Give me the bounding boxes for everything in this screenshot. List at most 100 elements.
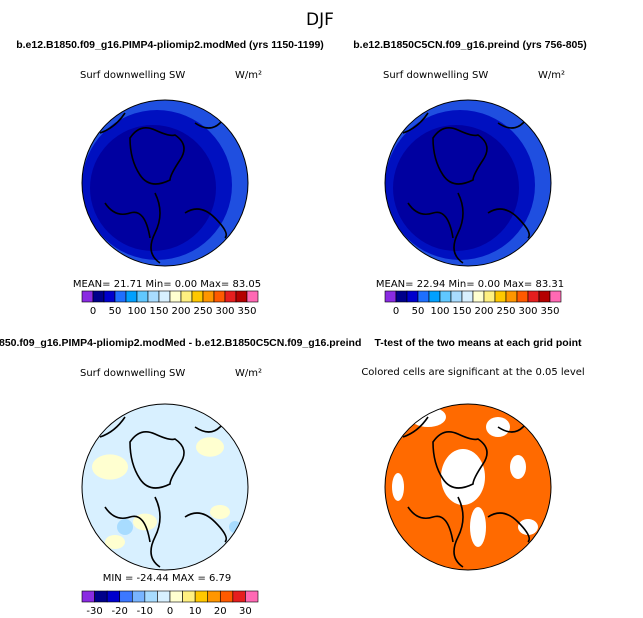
colorbar-box xyxy=(81,290,94,303)
colorbar-box xyxy=(157,590,171,603)
colorbar-box xyxy=(224,290,237,303)
map-panel: T-test of the two means at each grid poi… xyxy=(361,337,585,571)
map-fill xyxy=(82,404,248,570)
colorbar-box xyxy=(94,590,108,603)
colorbar-box xyxy=(235,290,248,303)
colorbar-box xyxy=(131,590,146,603)
map-panel: b.e12.B1850C5CN.f09_g16.preind (yrs 756-… xyxy=(353,39,586,317)
colorbar-label: 50 xyxy=(109,306,122,317)
stats: MEAN= 21.71 Min= 0.00 Max= 83.05 xyxy=(73,279,261,290)
map-fill xyxy=(385,404,551,570)
colorbar-box xyxy=(103,290,116,303)
colorbar-box xyxy=(207,590,221,603)
map-fill xyxy=(385,100,551,266)
panel-subtitle: Colored cells are significant at the 0.0… xyxy=(361,367,584,378)
panel-title: b.e12.B1850C5CN.f09_g16.preind (yrs 756-… xyxy=(353,39,586,51)
colorbar-box xyxy=(125,290,138,303)
colorbar-box xyxy=(417,290,430,303)
colorbar-box xyxy=(169,290,182,303)
colorbar-label: 250 xyxy=(496,306,515,317)
colorbar-box xyxy=(219,590,234,603)
units-label: W/m² xyxy=(235,368,262,379)
field-inner xyxy=(393,125,519,251)
insignificant-area xyxy=(470,507,486,547)
colorbar-box xyxy=(472,290,485,303)
coastline xyxy=(402,112,544,264)
colorbar-label: 100 xyxy=(430,306,449,317)
colorbar-label: 10 xyxy=(189,606,202,617)
panel-title: b.e12.B1850.f09_g16.PIMP4-pliomip2.modMe… xyxy=(16,39,324,51)
colorbar-label: 250 xyxy=(193,306,212,317)
colorbar-label: 200 xyxy=(474,306,493,317)
units-label: W/m² xyxy=(538,70,565,81)
colorbar-box xyxy=(549,290,562,303)
field-inner xyxy=(90,125,216,251)
map-fill xyxy=(82,100,248,266)
colorbar-label: 20 xyxy=(214,606,227,617)
colorbar-box xyxy=(213,290,226,303)
colorbar-box xyxy=(169,590,183,603)
panel-title: .B1850.f09_g16.PIMP4-pliomip2.modMed - b… xyxy=(0,337,361,349)
colorbar-label: 0 xyxy=(393,306,399,317)
field-patch xyxy=(196,437,224,457)
colorbar-label: 200 xyxy=(171,306,190,317)
colorbar-box xyxy=(483,290,496,303)
field-patch xyxy=(210,505,230,519)
map-border xyxy=(384,99,552,267)
colorbar-box xyxy=(136,290,149,303)
variable-label: Surf downwelling SW xyxy=(80,70,185,81)
colorbar-box xyxy=(106,590,121,603)
units-label: W/m² xyxy=(235,70,262,81)
stats: MIN = -24.44 MAX = 6.79 xyxy=(103,573,232,584)
colorbar-box xyxy=(92,290,105,303)
colorbar-box xyxy=(245,590,259,603)
colorbar-box xyxy=(439,290,452,303)
colorbar-box xyxy=(194,590,209,603)
colorbar-box xyxy=(428,290,441,303)
colorbar-box xyxy=(450,290,463,303)
map-border xyxy=(81,403,249,571)
map-border xyxy=(81,99,249,267)
colorbar-label: 0 xyxy=(167,606,173,617)
variable-label: Surf downwelling SW xyxy=(383,70,488,81)
figure-title: DJF xyxy=(306,10,334,30)
colorbar-label: 300 xyxy=(215,306,234,317)
colorbar-box xyxy=(191,290,204,303)
map-panel: b.e12.B1850.f09_g16.PIMP4-pliomip2.modMe… xyxy=(16,39,324,317)
insignificant-area xyxy=(441,449,485,505)
colorbar-box xyxy=(232,590,246,603)
coastline xyxy=(402,416,544,568)
colorbar-box xyxy=(158,290,171,303)
map-border xyxy=(384,403,552,571)
insignificant-area xyxy=(518,519,538,535)
colorbar-label: 350 xyxy=(540,306,559,317)
colorbar-box xyxy=(494,290,507,303)
colorbar-box xyxy=(246,290,259,303)
colorbar-box xyxy=(81,590,95,603)
colorbar-box xyxy=(384,290,397,303)
colorbar-box xyxy=(538,290,551,303)
colorbar-label: -10 xyxy=(137,606,153,617)
colorbar-label: 0 xyxy=(90,306,96,317)
variable-label: Surf downwelling SW xyxy=(80,368,185,379)
colorbar-box xyxy=(144,590,158,603)
colorbar-box xyxy=(114,290,127,303)
field-patch xyxy=(117,519,133,535)
colorbar-box xyxy=(182,590,196,603)
coastline xyxy=(99,416,241,568)
stats: MEAN= 22.94 Min= 0.00 Max= 83.31 xyxy=(376,279,564,290)
colorbar-label: -20 xyxy=(112,606,128,617)
colorbar-box xyxy=(527,290,540,303)
colorbar-label: -30 xyxy=(86,606,102,617)
colorbar-label: 350 xyxy=(237,306,256,317)
map-panel: .B1850.f09_g16.PIMP4-pliomip2.modMed - b… xyxy=(0,337,361,617)
colorbar-label: 300 xyxy=(518,306,537,317)
panel-title: T-test of the two means at each grid poi… xyxy=(374,337,582,349)
colorbar-label: 30 xyxy=(239,606,252,617)
colorbar-box xyxy=(395,290,408,303)
colorbar-label: 50 xyxy=(412,306,425,317)
colorbar-box xyxy=(461,290,474,303)
insignificant-area xyxy=(392,473,404,501)
colorbar-box xyxy=(516,290,529,303)
field-patch xyxy=(92,454,128,480)
